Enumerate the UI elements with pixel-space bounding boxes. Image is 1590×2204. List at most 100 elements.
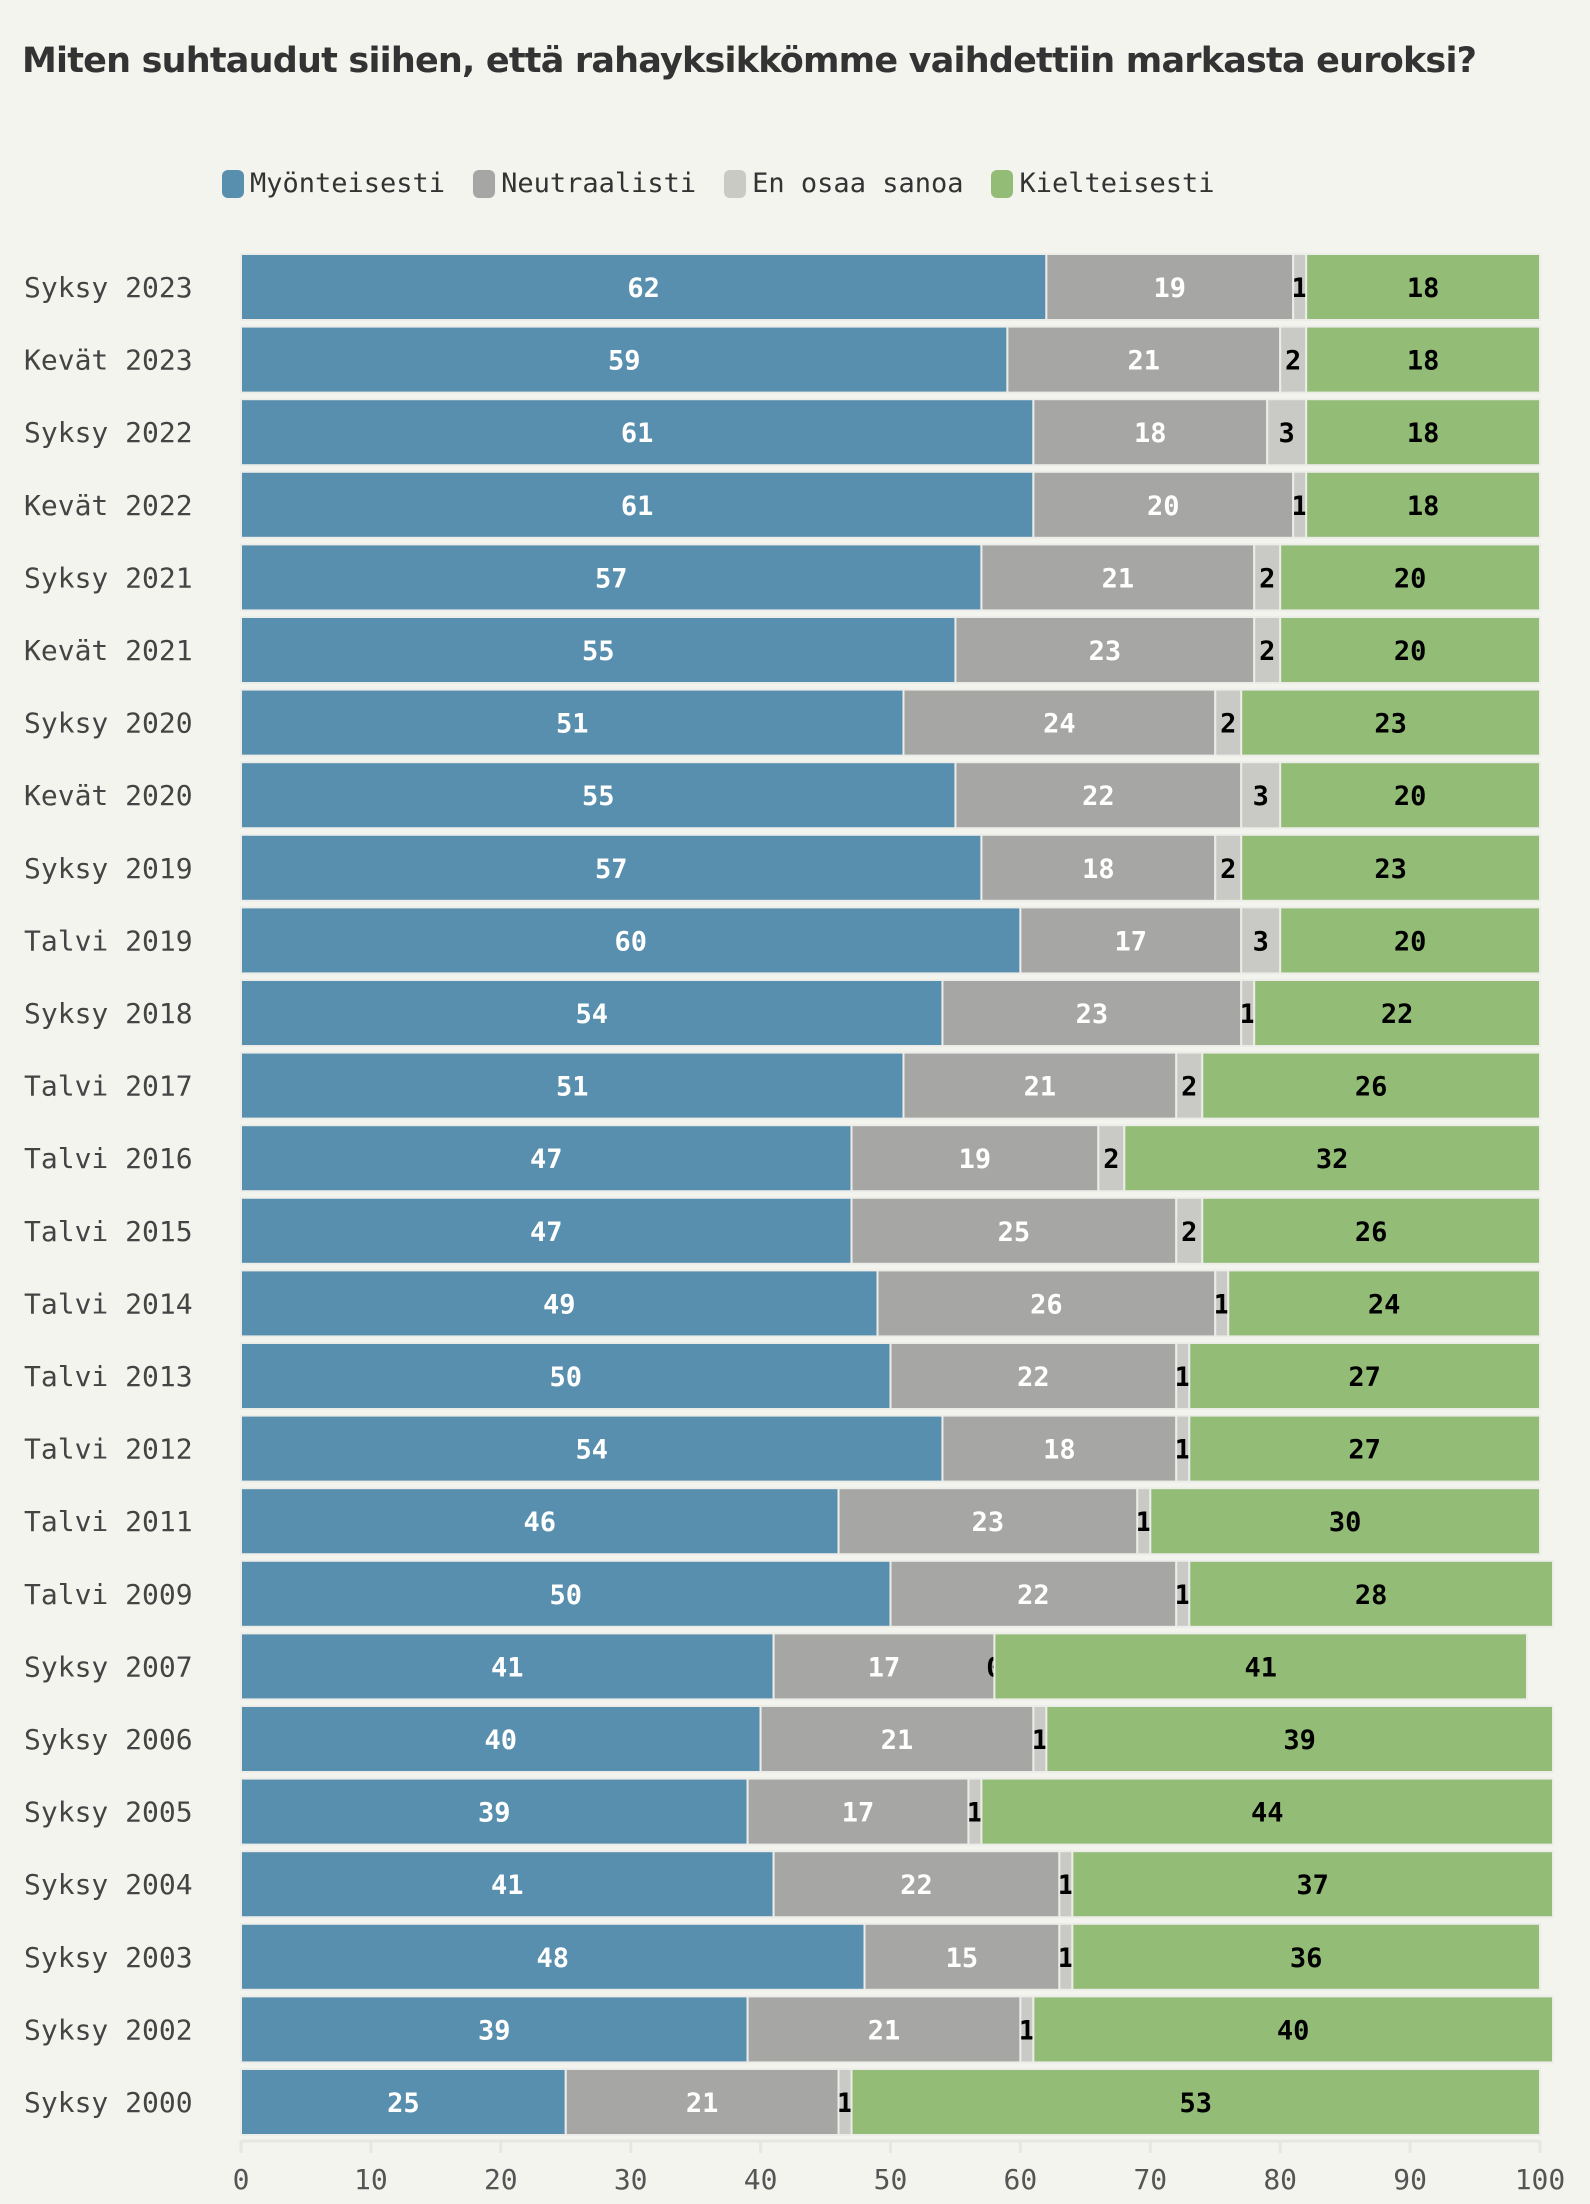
data-label: 50 — [549, 1362, 582, 1393]
bar-segment-kielteisesti — [1188, 1342, 1542, 1410]
bar-segment-my-nteisesti — [240, 761, 957, 830]
bar-segment-neutraalisti — [850, 1196, 1178, 1265]
bar-segment-en-osaa-sanoa — [1279, 325, 1308, 394]
bar-segment-neutraalisti — [1032, 398, 1269, 467]
x-tick-label: 70 — [1133, 2163, 1167, 2196]
bar-segment-neutraalisti — [889, 1559, 1178, 1628]
data-label: 23 — [1374, 709, 1407, 740]
legend: Myönteisesti Neutraalisti En osaa sanoa … — [222, 168, 1243, 199]
data-label: 39 — [478, 1798, 511, 1829]
legend-item-myonteisesti: Myönteisesti — [222, 168, 445, 199]
bar-segment-neutraalisti — [863, 1922, 1061, 1991]
data-label: 2 — [1181, 1072, 1197, 1103]
data-label: 57 — [595, 563, 628, 594]
bar-segment-kielteisesti — [993, 1632, 1529, 1701]
row-label: Kevät 2023 — [24, 344, 193, 377]
bar-segment-my-nteisesti — [240, 470, 1035, 539]
data-label: 20 — [1394, 781, 1427, 812]
data-label: 48 — [537, 1943, 570, 1974]
data-label: 2 — [1285, 346, 1301, 377]
row-label: Kevät 2021 — [24, 634, 193, 667]
data-label: 37 — [1296, 1870, 1329, 1901]
bar-segment-my-nteisesti — [240, 906, 1022, 975]
bar-segment-neutraalisti — [746, 1995, 1022, 2064]
legend-label: Myönteisesti — [250, 168, 446, 199]
bar-segment-my-nteisesti — [240, 253, 1048, 321]
data-label: 32 — [1316, 1144, 1349, 1175]
x-tick-label: 100 — [1515, 2163, 1566, 2196]
bar-segment-en-osaa-sanoa — [1240, 761, 1282, 830]
bar-segment-kielteisesti — [1279, 906, 1541, 975]
data-label: 2 — [1181, 1217, 1197, 1248]
x-tick-label: 0 — [233, 2163, 250, 2196]
legend-item-en-osaa-sanoa: En osaa sanoa — [724, 168, 963, 199]
bar-segment-neutraalisti — [1006, 325, 1282, 394]
data-label: 60 — [614, 926, 647, 957]
data-label: 27 — [1348, 1435, 1381, 1466]
bar-segment-neutraalisti — [954, 616, 1256, 684]
data-label: 25 — [387, 2088, 420, 2119]
data-label: 39 — [478, 2015, 511, 2046]
data-label: 1 — [1136, 1507, 1152, 1538]
data-label: 1 — [1240, 999, 1256, 1030]
data-label: 21 — [1024, 1072, 1057, 1103]
row-label: Syksy 2021 — [24, 561, 193, 594]
row-label: Kevät 2020 — [24, 779, 193, 812]
data-label: 24 — [1043, 709, 1076, 740]
bar-segment-my-nteisesti — [240, 616, 957, 684]
bar-segment-my-nteisesti — [240, 1777, 749, 1846]
legend-item-kielteisesti: Kielteisesti — [991, 168, 1215, 199]
bar-segment-kielteisesti — [1240, 688, 1541, 757]
bar-segment-my-nteisesti — [240, 1995, 749, 2064]
bar-segment-my-nteisesti — [240, 325, 1009, 394]
data-label: 18 — [1407, 491, 1440, 522]
data-label: 54 — [575, 1435, 608, 1466]
data-label: 18 — [1407, 273, 1440, 304]
data-label: 36 — [1290, 1943, 1323, 1974]
data-label: 2 — [1220, 709, 1236, 740]
bar-segment-neutraalisti — [980, 543, 1256, 612]
data-label: 18 — [1043, 1435, 1076, 1466]
bar-segment-kielteisesti — [1240, 833, 1541, 902]
row-label: Kevät 2022 — [24, 489, 193, 522]
bar-segment-neutraalisti — [876, 1269, 1217, 1338]
bar-segment-en-osaa-sanoa — [1097, 1124, 1126, 1193]
bar-segment-kielteisesti — [1071, 1922, 1541, 1991]
data-label: 26 — [1030, 1289, 1063, 1320]
data-label: 22 — [1017, 1362, 1050, 1393]
bar-segment-en-osaa-sanoa — [1266, 398, 1308, 467]
bar-segment-kielteisesti — [1305, 398, 1542, 467]
bar-segment-my-nteisesti — [240, 979, 944, 1047]
bar-segment-kielteisesti — [1032, 1995, 1554, 2064]
data-label: 3 — [1279, 418, 1295, 449]
x-tick-label: 50 — [874, 2163, 908, 2196]
data-label: 19 — [959, 1144, 992, 1175]
bar-segment-en-osaa-sanoa — [1253, 616, 1282, 684]
legend-swatch — [473, 169, 496, 198]
bar-segment-neutraalisti — [902, 1051, 1178, 1120]
data-label: 21 — [881, 1725, 914, 1756]
data-label: 1 — [1175, 1580, 1191, 1611]
bar-segment-kielteisesti — [1305, 325, 1542, 394]
data-label: 57 — [595, 854, 628, 885]
data-label: 30 — [1329, 1507, 1362, 1538]
data-label: 40 — [485, 1725, 518, 1756]
data-label: 21 — [1128, 346, 1161, 377]
bar-segment-neutraalisti — [954, 761, 1243, 830]
bar-segment-my-nteisesti — [240, 688, 905, 757]
data-label: 22 — [1381, 999, 1414, 1030]
data-label: 2 — [1259, 636, 1275, 667]
data-label: 44 — [1251, 1798, 1284, 1829]
x-tick-label: 60 — [1004, 2163, 1038, 2196]
data-label: 22 — [900, 1870, 933, 1901]
x-tick-label: 10 — [354, 2163, 388, 2196]
data-label: 22 — [1017, 1580, 1050, 1611]
data-label: 19 — [1154, 273, 1187, 304]
data-label: 62 — [627, 273, 660, 304]
bar-segment-neutraalisti — [1019, 906, 1243, 975]
row-label: Talvi 2011 — [24, 1505, 193, 1538]
row-label: Talvi 2013 — [24, 1360, 193, 1393]
row-label: Syksy 2023 — [24, 271, 193, 304]
row-label: Talvi 2015 — [24, 1215, 193, 1248]
